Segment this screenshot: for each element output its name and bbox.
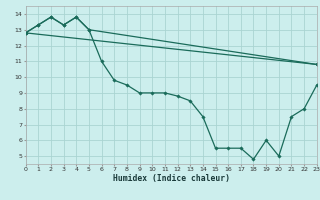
X-axis label: Humidex (Indice chaleur): Humidex (Indice chaleur) — [113, 174, 230, 183]
